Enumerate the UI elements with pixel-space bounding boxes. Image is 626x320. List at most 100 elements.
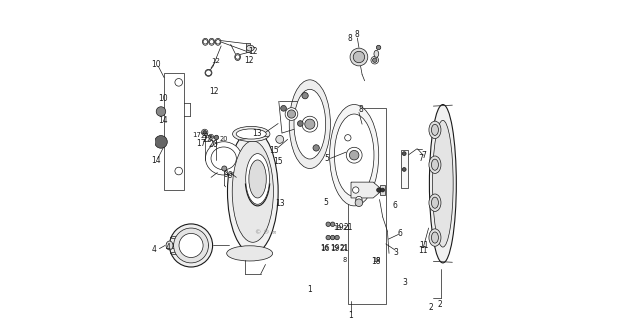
Ellipse shape [249, 160, 266, 198]
Circle shape [350, 48, 368, 66]
Bar [246, 43, 250, 52]
Circle shape [331, 235, 335, 240]
Text: 12: 12 [248, 47, 257, 56]
Circle shape [210, 136, 212, 138]
Text: 8: 8 [358, 105, 363, 114]
Bar [379, 185, 385, 195]
Circle shape [173, 228, 208, 263]
Circle shape [287, 110, 295, 118]
Ellipse shape [205, 69, 212, 76]
Ellipse shape [431, 232, 438, 243]
Circle shape [345, 135, 351, 141]
Ellipse shape [205, 142, 242, 175]
Circle shape [331, 222, 335, 227]
Text: © ® ∞: © ® ∞ [255, 230, 276, 235]
Text: 7: 7 [418, 154, 423, 163]
Text: 4: 4 [166, 243, 170, 252]
Ellipse shape [232, 126, 270, 141]
Circle shape [353, 51, 364, 63]
Circle shape [285, 108, 298, 120]
Text: 8: 8 [355, 30, 360, 39]
Circle shape [372, 58, 377, 62]
PathPatch shape [351, 182, 379, 198]
Text: 5: 5 [324, 155, 329, 164]
Circle shape [302, 116, 318, 132]
Circle shape [205, 70, 212, 76]
Text: 17: 17 [197, 139, 207, 148]
Text: 6: 6 [393, 201, 397, 210]
Ellipse shape [202, 38, 208, 45]
Text: 20: 20 [220, 136, 228, 142]
Text: 9: 9 [228, 171, 232, 180]
Text: 5: 5 [323, 198, 328, 207]
Text: 14: 14 [158, 116, 167, 125]
Circle shape [403, 152, 406, 156]
Circle shape [355, 199, 362, 206]
Text: 13: 13 [252, 129, 262, 138]
Ellipse shape [227, 130, 278, 253]
Text: 3: 3 [403, 278, 408, 287]
Ellipse shape [429, 105, 456, 263]
Ellipse shape [429, 194, 441, 212]
Ellipse shape [209, 38, 215, 45]
Circle shape [403, 168, 406, 171]
Ellipse shape [166, 241, 173, 250]
Circle shape [179, 233, 203, 258]
Ellipse shape [236, 129, 266, 139]
Circle shape [371, 56, 379, 64]
Ellipse shape [294, 89, 326, 159]
Circle shape [214, 135, 218, 140]
Ellipse shape [429, 229, 441, 246]
Text: 12: 12 [211, 59, 220, 64]
Bar [348, 108, 386, 304]
Text: 9: 9 [223, 170, 228, 179]
Circle shape [326, 235, 331, 240]
Circle shape [335, 235, 339, 240]
Text: 4: 4 [152, 245, 157, 254]
Circle shape [381, 188, 384, 192]
Ellipse shape [211, 147, 237, 170]
Circle shape [170, 224, 213, 267]
Circle shape [210, 40, 214, 44]
Circle shape [352, 187, 359, 193]
Text: 21: 21 [344, 223, 353, 232]
Text: 2: 2 [438, 300, 442, 309]
Text: 10: 10 [158, 94, 167, 103]
Ellipse shape [429, 156, 441, 173]
Circle shape [222, 166, 227, 171]
Text: 15: 15 [269, 146, 279, 155]
Ellipse shape [334, 114, 374, 196]
Text: 19: 19 [331, 245, 339, 251]
Text: 19: 19 [334, 225, 342, 231]
Text: 15: 15 [273, 157, 282, 166]
Circle shape [346, 147, 362, 163]
Text: 1: 1 [349, 311, 354, 320]
Circle shape [235, 55, 240, 59]
Ellipse shape [429, 121, 441, 139]
Ellipse shape [245, 154, 269, 204]
Text: 11: 11 [419, 241, 429, 250]
Text: 12: 12 [210, 87, 219, 96]
Circle shape [208, 134, 213, 140]
Ellipse shape [215, 38, 221, 45]
Circle shape [216, 40, 220, 44]
Text: 18: 18 [372, 257, 381, 266]
Text: 3: 3 [394, 248, 399, 257]
Ellipse shape [289, 80, 331, 169]
Text: 21: 21 [342, 225, 351, 231]
Ellipse shape [431, 159, 438, 170]
Circle shape [376, 45, 381, 50]
Text: 8: 8 [342, 257, 347, 263]
Circle shape [305, 119, 315, 129]
Circle shape [326, 222, 331, 227]
Circle shape [175, 167, 183, 175]
Circle shape [175, 78, 183, 86]
Text: 19: 19 [334, 223, 344, 232]
Text: 8: 8 [348, 34, 352, 43]
Text: 21: 21 [339, 245, 348, 251]
Text: 20: 20 [208, 140, 218, 148]
Ellipse shape [431, 124, 438, 135]
Bar [401, 150, 408, 188]
Circle shape [202, 129, 208, 136]
Text: 6: 6 [398, 229, 403, 238]
